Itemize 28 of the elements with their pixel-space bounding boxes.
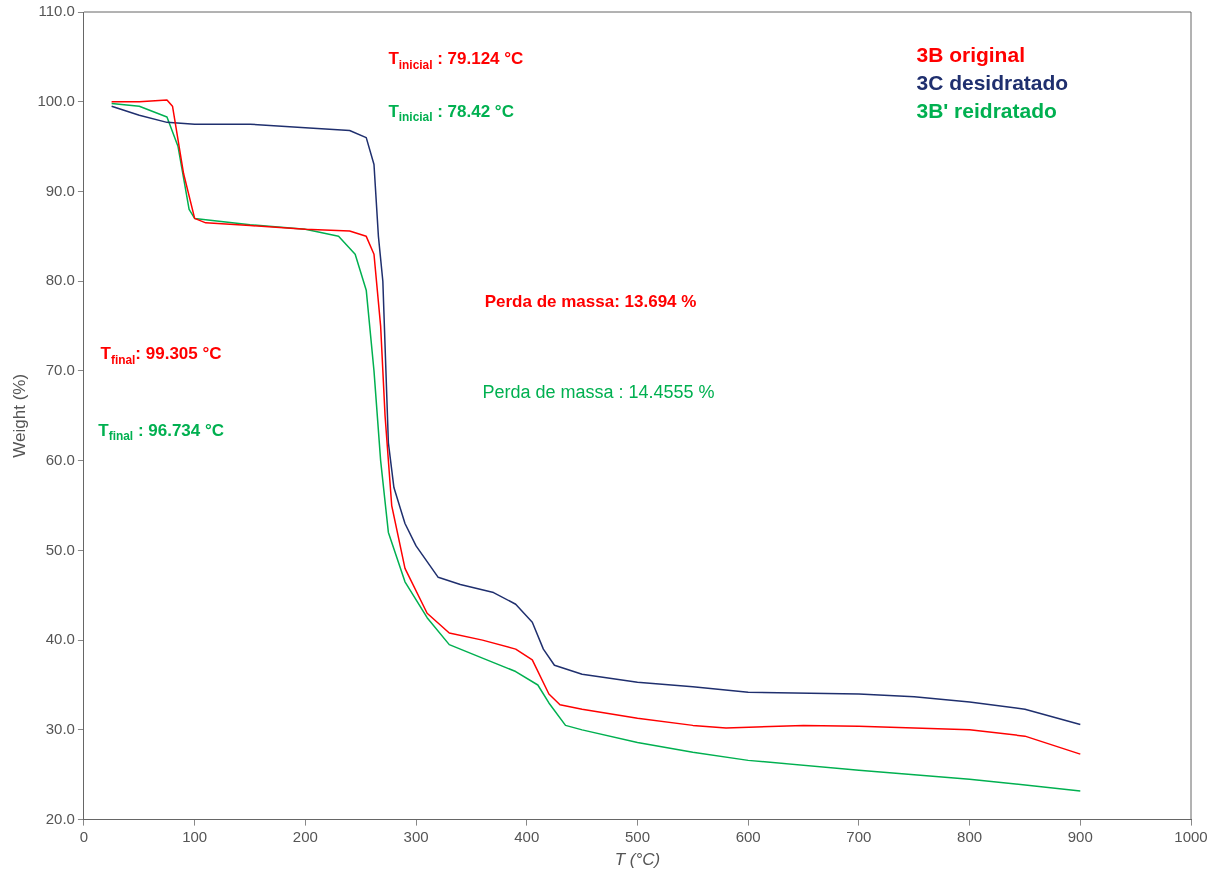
y-tick-label: 30.0: [45, 720, 75, 738]
annotation: Perda de massa : 14.4555 %: [482, 382, 715, 403]
y-tick-label: 80.0: [45, 271, 75, 289]
x-axis-title: T (°C): [614, 849, 661, 869]
y-tick-label: 70.0: [45, 361, 75, 379]
y-tick-label: 90.0: [45, 181, 75, 199]
annotation: Perda de massa: 13.694 %: [484, 291, 697, 311]
y-tick-label: 20.0: [45, 809, 75, 827]
x-tick-label: 900: [1067, 827, 1093, 845]
y-tick-label: 110.0: [38, 2, 75, 20]
x-tick-label: 300: [403, 827, 429, 845]
text: 3B original: [916, 43, 1025, 66]
y-tick-label: 50.0: [45, 540, 75, 558]
y-tick-label: 60.0: [45, 450, 75, 468]
x-tick-label: 500: [624, 827, 650, 845]
x-tick-label: 700: [846, 827, 872, 845]
x-tick-label: 200: [292, 827, 318, 845]
x-tick-label: 800: [957, 827, 983, 845]
text: 3C desidratado: [916, 71, 1069, 94]
y-tick-label: 40.0: [45, 630, 75, 648]
x-tick-label: 1000: [1174, 827, 1208, 845]
y-axis-title: Weight (%): [9, 373, 29, 458]
x-tick-label: 400: [514, 827, 540, 845]
y-tick-label: 100.0: [37, 91, 75, 109]
x-tick-label: 0: [79, 827, 89, 845]
text: 3B' reidratado: [916, 99, 1057, 122]
x-tick-label: 100: [182, 827, 208, 845]
x-tick-label: 600: [735, 827, 761, 845]
